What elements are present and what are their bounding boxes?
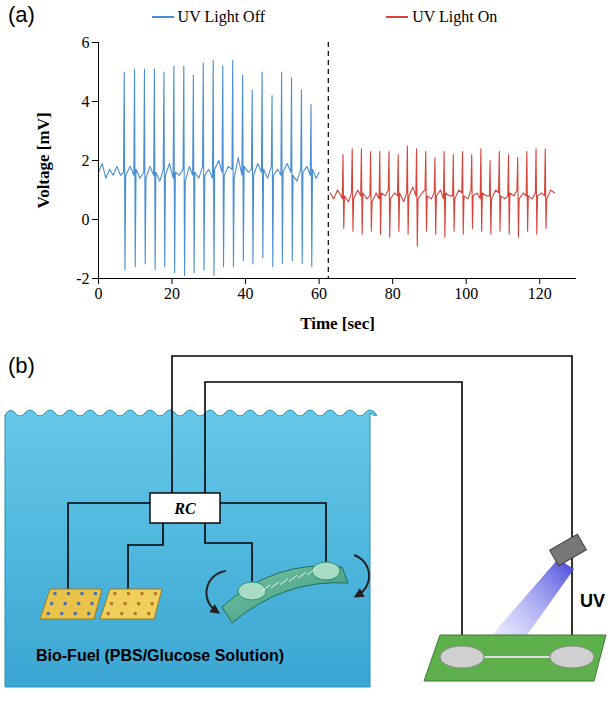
svg-text:-2: -2 <box>76 270 89 287</box>
svg-text:2: 2 <box>82 152 90 169</box>
svg-text:120: 120 <box>528 285 552 302</box>
svg-text:6: 6 <box>82 34 90 51</box>
svg-text:4: 4 <box>82 93 90 110</box>
svg-text:60: 60 <box>311 285 327 302</box>
svg-text:Time [sec]: Time [sec] <box>300 314 375 333</box>
html-text:UV Light On: UV Light On <box>412 8 498 25</box>
svg-text:100: 100 <box>454 285 478 302</box>
svg-text:RC: RC <box>173 500 196 517</box>
svg-text:80: 80 <box>385 285 401 302</box>
svg-text:40: 40 <box>238 285 254 302</box>
svg-text:UV: UV <box>580 591 605 611</box>
svg-text:0: 0 <box>95 285 103 302</box>
svg-text:(b): (b) <box>8 353 35 378</box>
svg-text:Voltage [mV]: Voltage [mV] <box>34 112 53 208</box>
html-text:(a): (a) <box>8 2 35 27</box>
svg-text:Bio-Fuel (PBS/Glucose Solution: Bio-Fuel (PBS/Glucose Solution) <box>36 647 284 664</box>
svg-text:20: 20 <box>164 285 180 302</box>
svg-text:0: 0 <box>82 211 90 228</box>
html-text:UV Light Off: UV Light Off <box>177 8 265 25</box>
